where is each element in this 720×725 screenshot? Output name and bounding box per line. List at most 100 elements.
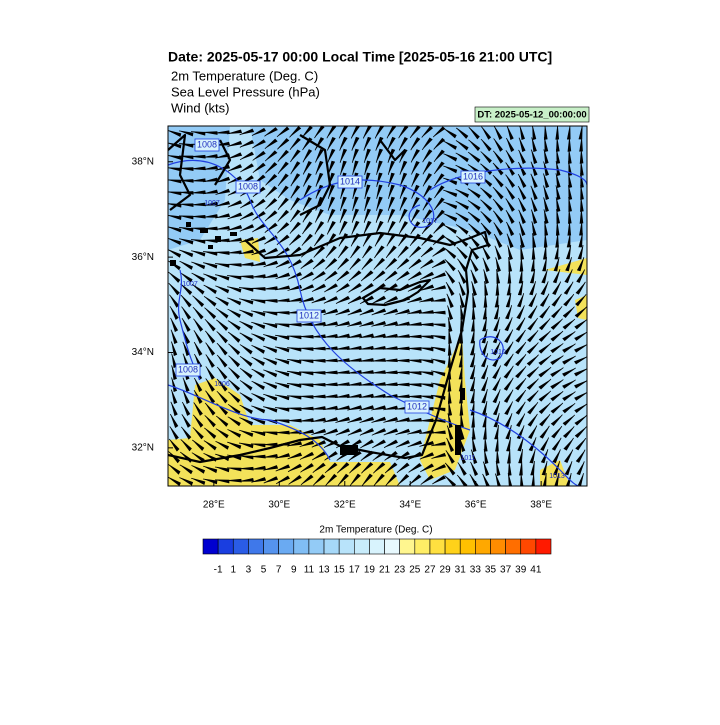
wind-barb — [327, 136, 336, 151]
wind-barb — [555, 126, 560, 140]
wind-barb — [575, 437, 587, 451]
wind-barb — [376, 160, 383, 175]
wind-barb — [407, 440, 423, 448]
wind-barb — [251, 405, 266, 414]
wind-barb — [371, 321, 387, 327]
wind-barb — [302, 221, 313, 235]
colorbar-box — [278, 538, 295, 555]
wind-barb — [567, 173, 573, 188]
wind-barb — [335, 333, 350, 339]
wind-barb — [335, 405, 350, 411]
wind-barb — [443, 189, 458, 198]
wind-barb — [411, 160, 420, 175]
wind-barb — [286, 383, 302, 388]
wind-barb — [396, 258, 410, 270]
wind-barb — [361, 257, 373, 270]
wind-barb — [205, 354, 215, 368]
colorbar-box — [414, 538, 431, 555]
wind-barb — [504, 401, 513, 416]
wind-barb — [298, 359, 314, 364]
wind-barb — [469, 258, 479, 272]
isobar-label: 1011 — [460, 455, 475, 462]
wind-barb — [503, 341, 514, 355]
wind-barb — [550, 367, 564, 377]
wind-barb — [563, 281, 574, 295]
wind-barb — [287, 272, 302, 280]
wind-barb — [216, 331, 228, 344]
wind-barb — [205, 378, 215, 392]
wind-barb — [191, 477, 206, 485]
wind-barb — [288, 246, 302, 258]
y-tick-label: 34°N — [132, 347, 154, 358]
wind-barb — [251, 127, 266, 136]
wind-barb — [408, 258, 422, 270]
wind-barb — [192, 295, 205, 308]
wind-barb — [431, 430, 446, 435]
colorbar-box — [308, 538, 325, 555]
wind-barb — [226, 467, 242, 472]
isobar — [177, 269, 201, 381]
wind-barb — [577, 473, 584, 486]
wind-barb — [516, 305, 525, 320]
wind-barb — [191, 190, 206, 195]
wind-barb — [181, 306, 192, 320]
wind-barb — [577, 245, 584, 260]
wind-barb — [504, 317, 513, 332]
wind-barb — [518, 149, 526, 164]
wind-barb — [265, 198, 278, 210]
wind-barb — [277, 138, 290, 150]
wind-barb — [251, 393, 266, 402]
wind-barb — [182, 329, 191, 344]
wind-barb — [182, 377, 190, 393]
wind-barb — [179, 260, 193, 270]
wind-barb — [528, 293, 537, 308]
wind-barb — [563, 437, 574, 451]
wind-barb — [527, 330, 539, 343]
wind-barb — [251, 380, 265, 390]
wind-barb — [527, 401, 539, 415]
wind-barb — [310, 382, 326, 387]
wind-barb — [363, 136, 372, 151]
wind-barb — [395, 428, 411, 436]
colorbar-label: 31 — [455, 565, 467, 576]
wind-barb — [493, 317, 500, 332]
isobar — [479, 336, 504, 361]
wind-barb — [168, 226, 182, 233]
wind-barb — [263, 476, 279, 484]
wind-barb — [574, 426, 587, 438]
wind-barb — [494, 473, 501, 486]
wind-barb — [340, 196, 347, 211]
wind-barb — [178, 167, 194, 171]
wind-barb — [312, 451, 326, 461]
wind-barb — [359, 405, 375, 411]
wind-barb — [289, 137, 301, 150]
wind-barb — [215, 428, 229, 439]
colorbar-box — [475, 538, 491, 555]
wind-barb — [456, 474, 468, 486]
wind-barb — [347, 382, 362, 386]
isobar-label: 1010 — [490, 349, 506, 356]
wind-barb — [239, 249, 254, 255]
wind-barb — [275, 346, 290, 353]
wind-barb — [431, 285, 447, 291]
wind-barb — [467, 211, 481, 223]
wind-barb — [299, 440, 315, 448]
wind-barb — [493, 401, 501, 416]
wind-barb — [202, 131, 218, 135]
wind-barb — [444, 462, 456, 476]
wind-barb — [550, 414, 563, 426]
wind-barb — [239, 380, 253, 391]
wind-barb — [301, 233, 313, 246]
isobar-label-box — [296, 309, 322, 323]
wind-barb — [371, 308, 387, 316]
wind-barb — [277, 185, 289, 199]
wind-barb — [371, 416, 387, 424]
wind-barb — [385, 473, 397, 486]
wind-barb — [239, 321, 254, 330]
wind-barb — [564, 449, 574, 463]
wind-barb — [493, 126, 503, 140]
wind-barb — [311, 321, 326, 327]
wind-barb — [480, 199, 493, 212]
colorbar-label: 41 — [530, 565, 542, 576]
wind-barb — [579, 209, 584, 224]
